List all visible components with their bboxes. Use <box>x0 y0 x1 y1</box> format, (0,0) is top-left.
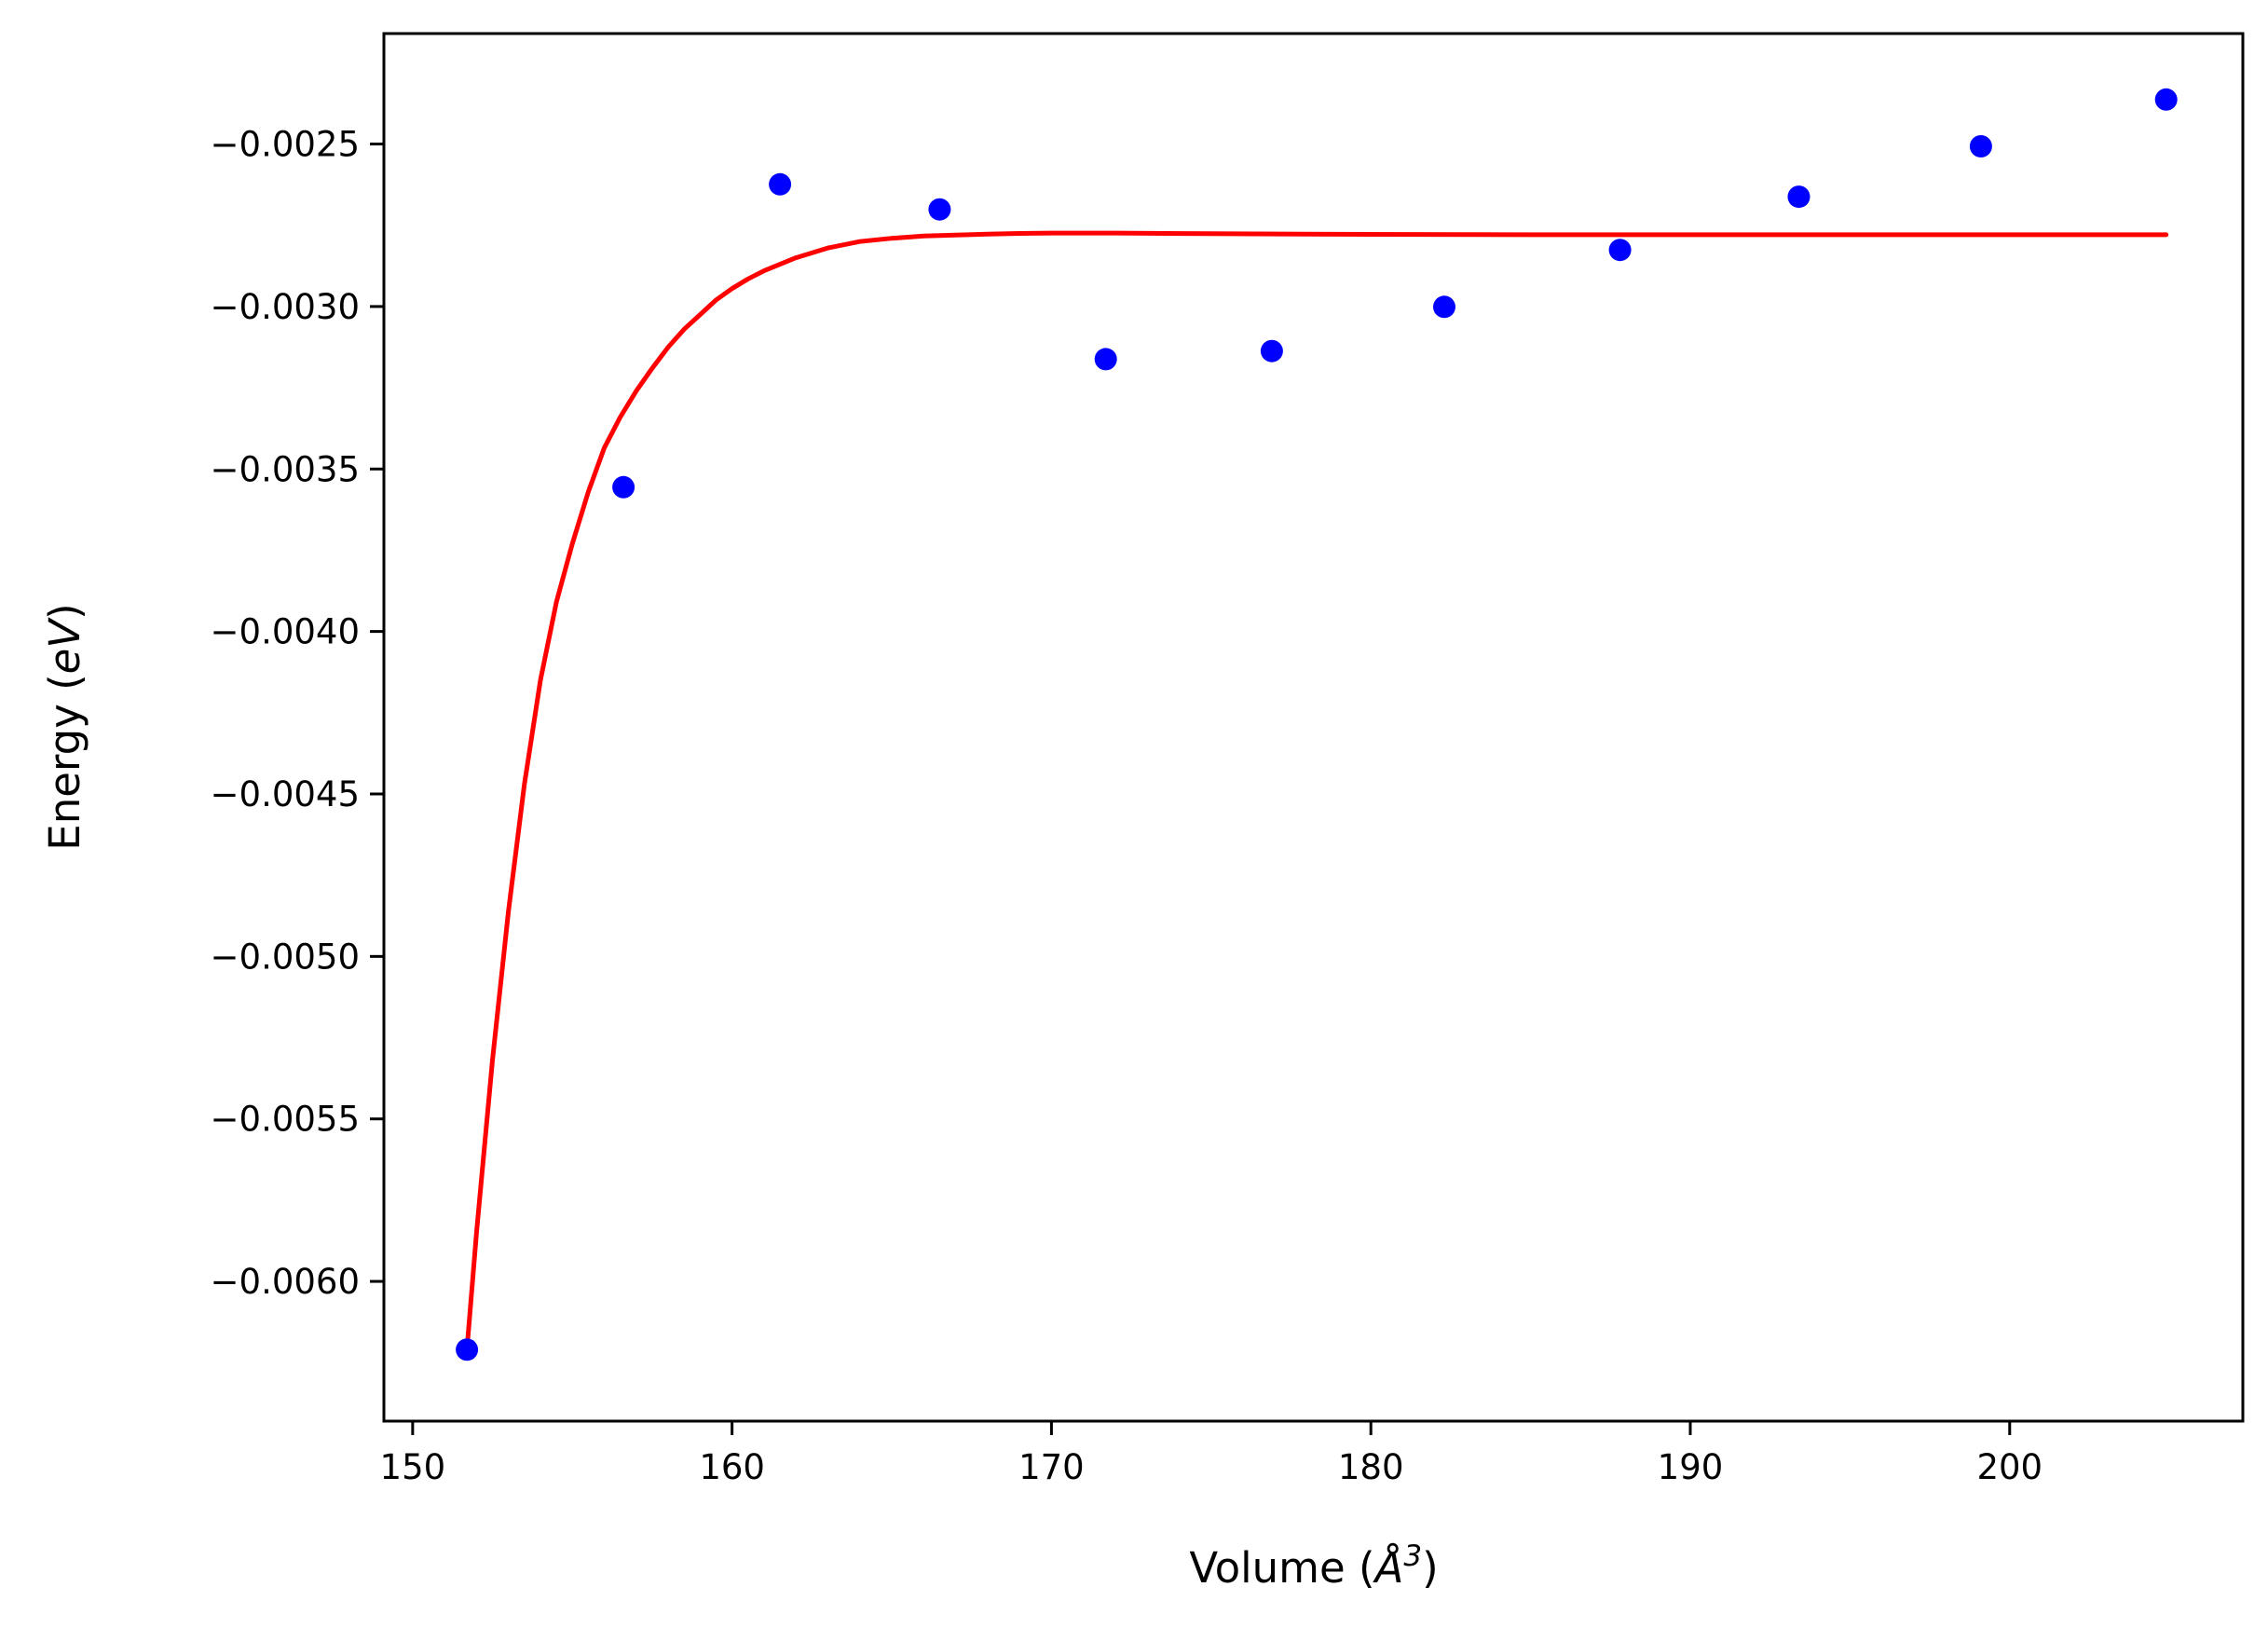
point-layer <box>456 88 2178 1361</box>
y-tick-label: −0.0035 <box>211 449 360 489</box>
y-axis-label-unit: eV <box>40 617 89 675</box>
data-point <box>1969 135 1992 157</box>
x-ticks: 150 160 170 180 190 200 <box>380 1421 2043 1487</box>
data-point <box>769 172 792 196</box>
x-axis-label-close: ) <box>1422 1543 1439 1593</box>
x-axis-label: Volume (Å3) <box>1189 1539 1438 1593</box>
y-tick-label: −0.0055 <box>211 1100 360 1140</box>
y-tick-label: −0.0050 <box>211 937 360 977</box>
y-tick-label: −0.0030 <box>211 287 360 327</box>
x-tick-label: 200 <box>1976 1447 2043 1487</box>
data-point <box>1787 185 1810 209</box>
y-tick-label: −0.0040 <box>211 612 360 652</box>
fit-layer <box>464 230 2169 1352</box>
fit-curve <box>464 230 2169 1352</box>
y-tick-label: −0.0025 <box>211 125 360 165</box>
x-tick-label: 180 <box>1338 1447 1404 1487</box>
y-axis-label-text: Energy ( <box>40 674 89 850</box>
data-point <box>456 1338 479 1361</box>
data-point <box>1608 239 1632 262</box>
plot-frame <box>382 32 2245 1423</box>
y-ticks: −0.0025 −0.0030 −0.0035 −0.0040 −0.0045 −0.00… <box>211 125 384 1302</box>
data-point <box>1260 339 1283 363</box>
y-tick-label: −0.0060 <box>211 1262 360 1302</box>
x-axis-label-symbol: Å <box>1373 1543 1404 1593</box>
y-axis-label: Energy (eV) <box>40 603 89 850</box>
x-tick-label: 170 <box>1018 1447 1085 1487</box>
y-axis-label-close: ) <box>40 603 89 620</box>
data-point <box>612 475 635 499</box>
x-tick-label: 190 <box>1658 1447 1724 1487</box>
data-point <box>1433 295 1455 319</box>
x-axis-label-exponent: 3 <box>1403 1539 1422 1573</box>
data-point <box>2154 88 2178 111</box>
x-tick-label: 160 <box>699 1447 765 1487</box>
y-tick-label: −0.0045 <box>211 774 360 814</box>
x-tick-label: 150 <box>380 1447 446 1487</box>
data-point <box>1094 348 1117 371</box>
plot-background <box>384 34 2243 1421</box>
x-axis-label-text: Volume ( <box>1189 1543 1374 1593</box>
data-point <box>928 198 951 221</box>
